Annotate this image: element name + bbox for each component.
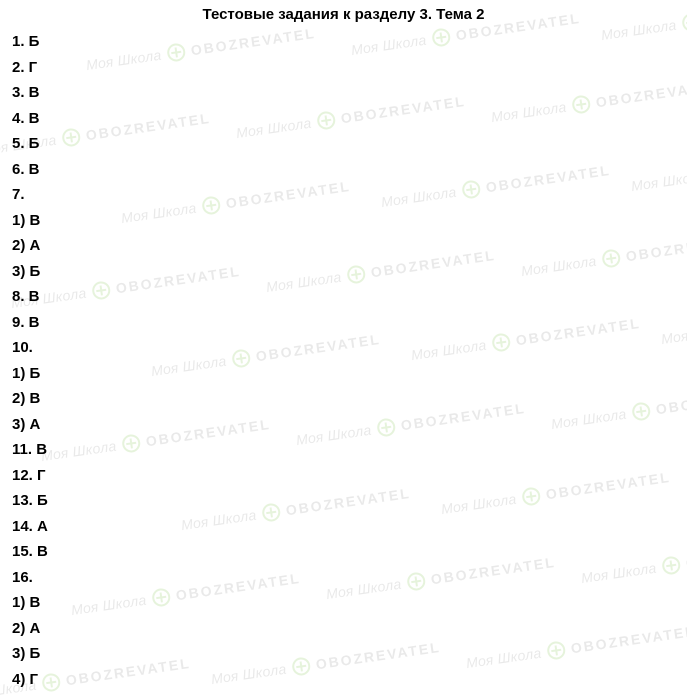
answer-line: 6. В bbox=[12, 157, 679, 183]
answer-line: 10. bbox=[12, 335, 679, 361]
answer-line: 3. В bbox=[12, 80, 679, 106]
answer-line: 8. В bbox=[12, 284, 679, 310]
answer-line: 12. Г bbox=[12, 463, 679, 489]
answer-line: 2) А bbox=[12, 233, 679, 259]
page-title: Тестовые задания к разделу 3. Тема 2 bbox=[8, 6, 679, 23]
answer-line: 14. А bbox=[12, 514, 679, 540]
answer-line: 11. В bbox=[12, 437, 679, 463]
answer-line: 1) В bbox=[12, 590, 679, 616]
answer-line: 1) Б bbox=[12, 361, 679, 387]
answers-list: 1. Б2. Г3. В4. В5. Б6. В7.1) В2) А3) Б8.… bbox=[8, 29, 679, 692]
answer-line: 1) В bbox=[12, 208, 679, 234]
answer-line: 3) Б bbox=[12, 641, 679, 667]
answer-line: 1. Б bbox=[12, 29, 679, 55]
answer-line: 9. В bbox=[12, 310, 679, 336]
document-content: Тестовые задания к разделу 3. Тема 2 1. … bbox=[0, 0, 687, 698]
answer-line: 2) В bbox=[12, 386, 679, 412]
answer-line: 13. Б bbox=[12, 488, 679, 514]
answer-line: 5. Б bbox=[12, 131, 679, 157]
answer-line: 2) А bbox=[12, 616, 679, 642]
answer-line: 3) Б bbox=[12, 259, 679, 285]
answer-line: 3) А bbox=[12, 412, 679, 438]
answer-line: 16. bbox=[12, 565, 679, 591]
answer-line: 4) Г bbox=[12, 667, 679, 693]
answer-line: 4. В bbox=[12, 106, 679, 132]
answer-line: 15. В bbox=[12, 539, 679, 565]
answer-line: 7. bbox=[12, 182, 679, 208]
answer-line: 2. Г bbox=[12, 55, 679, 81]
